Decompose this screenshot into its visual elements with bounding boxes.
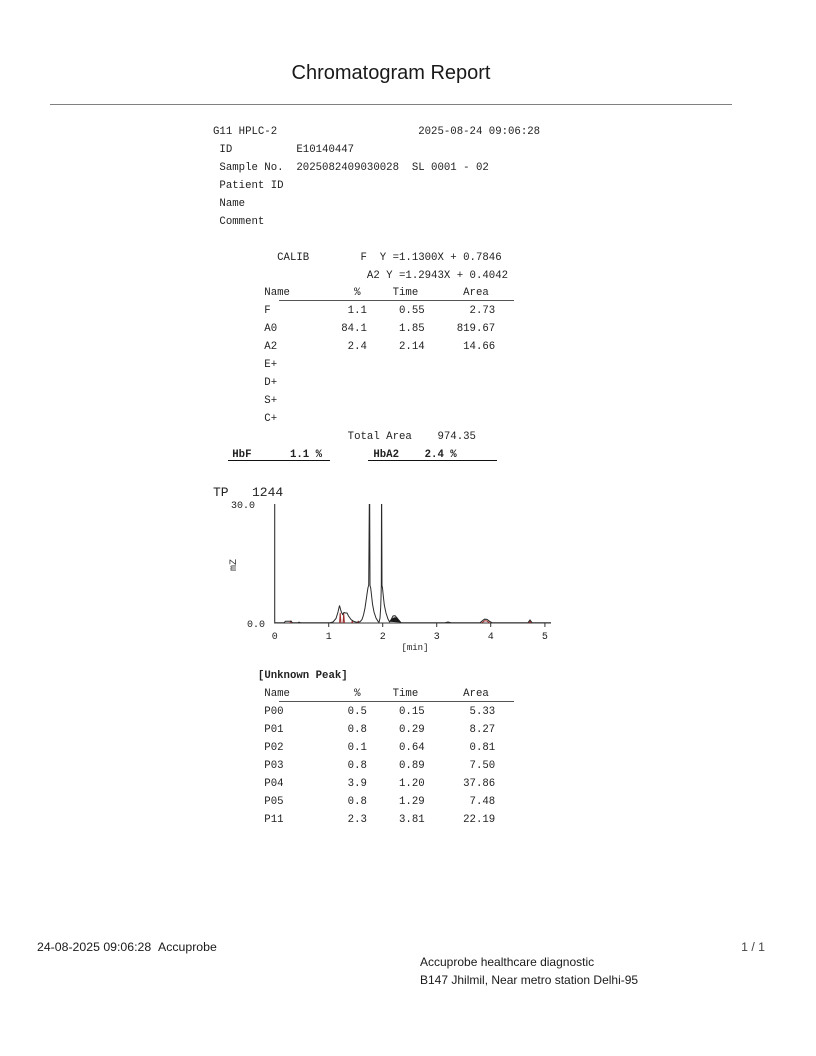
svg-text:0.0: 0.0 [247,620,265,631]
svg-text:4: 4 [488,632,494,643]
svg-text:[min]: [min] [401,643,428,653]
svg-text:3: 3 [434,632,440,643]
svg-text:0: 0 [272,632,278,643]
svg-text:2: 2 [380,632,386,643]
svg-text:5: 5 [542,632,548,643]
svg-text:30.0: 30.0 [231,501,255,512]
svg-text:mZ: mZ [229,559,240,571]
svg-text:1: 1 [326,632,332,643]
